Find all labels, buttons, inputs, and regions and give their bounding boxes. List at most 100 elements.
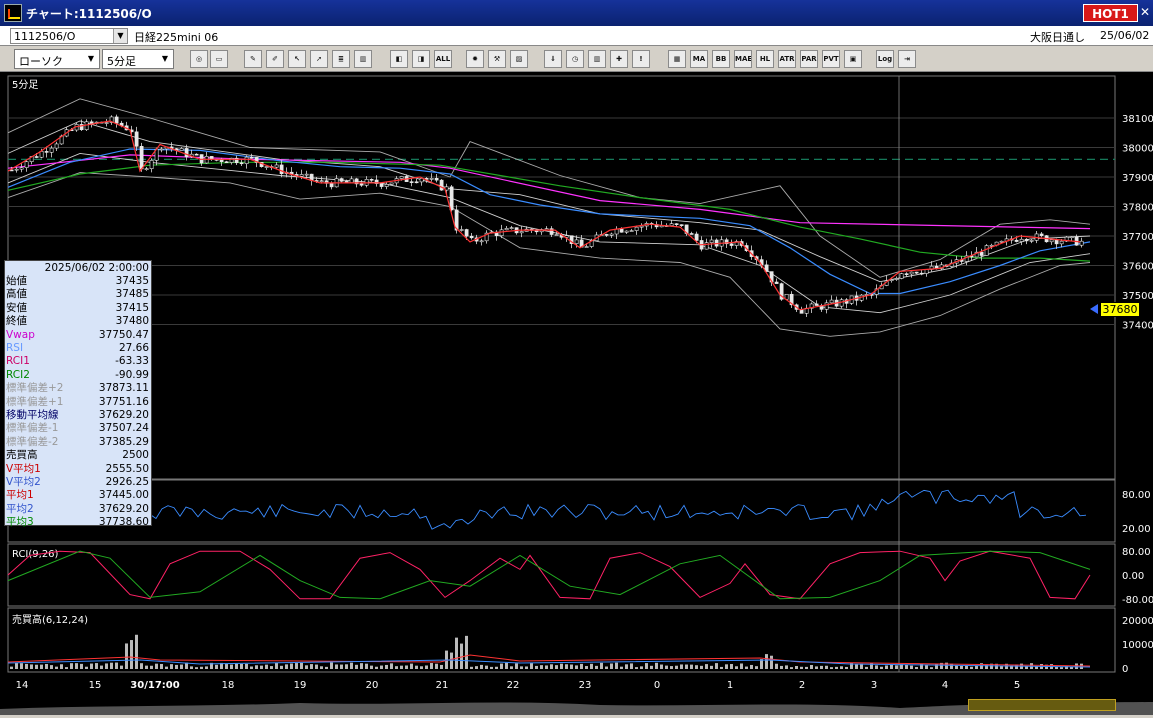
rci-tick-label: 80.00 <box>1122 547 1151 558</box>
search-button[interactable]: ◎ <box>190 50 208 68</box>
data-window-row: 標準偏差-2 37385.29 <box>5 436 151 449</box>
settings-button[interactable]: ✹ <box>466 50 484 68</box>
time-label: 15 <box>89 680 102 691</box>
search-icon: ◎ <box>195 55 203 63</box>
volume-bar <box>460 643 463 669</box>
volume-bar <box>715 663 718 669</box>
symbol-selector[interactable]: 1112506/O ▼ <box>10 28 128 44</box>
volume-bar <box>560 663 563 669</box>
bb-button[interactable]: BB <box>712 50 730 68</box>
arrow-icon: ➚ <box>316 55 322 63</box>
par-button[interactable]: PAR <box>800 50 818 68</box>
candle-body <box>899 273 904 279</box>
title-bar: チャート:1112506/O HOT1 ✕ <box>0 0 1153 26</box>
arrow-down-icon: ⇓ <box>550 55 556 63</box>
rsi-tick-label: 80.00 <box>1122 490 1151 501</box>
volume-bar <box>80 663 83 669</box>
all-button[interactable]: ALL <box>434 50 452 68</box>
candle-body <box>339 178 344 182</box>
volume-bar <box>170 664 173 669</box>
pencil-button[interactable]: ✐ <box>266 50 284 68</box>
pvt-icon: PVT <box>823 55 839 63</box>
volume-bar <box>195 667 198 669</box>
pen-icon: ✎ <box>250 55 256 63</box>
clock-button[interactable]: ◷ <box>566 50 584 68</box>
trash-button[interactable]: ▥ <box>354 50 372 68</box>
candle-body <box>569 235 574 244</box>
volume-bar <box>165 666 168 669</box>
interval-select[interactable]: 5分足 ▼ <box>102 49 174 69</box>
settings-icon: ✹ <box>472 55 478 63</box>
arrow-down-button[interactable]: ⇓ <box>544 50 562 68</box>
pvt-button[interactable]: PVT <box>822 50 840 68</box>
volume-bar <box>470 666 473 669</box>
disabled-button[interactable]: ! <box>632 50 650 68</box>
app-icon <box>4 4 22 22</box>
memo-button[interactable]: ≣ <box>332 50 350 68</box>
window-button[interactable]: ▭ <box>210 50 228 68</box>
data-window-row: 平均3 37738.60 <box>5 516 151 529</box>
arrow-button[interactable]: ➚ <box>310 50 328 68</box>
volume-bar <box>740 663 743 669</box>
close-icon[interactable]: ✕ <box>1139 5 1151 19</box>
buy-button[interactable]: ◧ <box>390 50 408 68</box>
wrench-button[interactable]: ⚒ <box>488 50 506 68</box>
log-button[interactable]: Log <box>876 50 894 68</box>
chart-type-select[interactable]: ローソク ▼ <box>14 49 100 69</box>
cursor-button[interactable]: ↖ <box>288 50 306 68</box>
ichimoku-icon: ▦ <box>673 55 681 63</box>
candle-body <box>1054 239 1059 245</box>
chevron-down-icon[interactable]: ▼ <box>87 54 95 63</box>
current-price-tag: 37680 <box>1100 302 1140 317</box>
volume-bar <box>335 664 338 669</box>
hot-badge[interactable]: HOT1 <box>1083 4 1138 22</box>
chart-area[interactable]: 5分足 38100 38000 37900 37800 37700 37600 37500 37… <box>0 72 1153 715</box>
volume-bar <box>130 640 133 669</box>
time-scrollbar[interactable] <box>0 693 1153 715</box>
chevron-down-icon[interactable]: ▼ <box>113 29 127 43</box>
volume-bar <box>850 663 853 669</box>
candle-body <box>79 124 84 131</box>
pen-button[interactable]: ✎ <box>244 50 262 68</box>
atr-button[interactable]: ATR <box>778 50 796 68</box>
volume-bar <box>360 663 363 669</box>
buy-icon: ◧ <box>395 55 403 63</box>
volume-bar <box>620 666 623 669</box>
scroll-thumb[interactable] <box>968 699 1116 711</box>
volume-bar <box>840 666 843 669</box>
bars-button[interactable]: ▥ <box>588 50 606 68</box>
box-button[interactable]: ▣ <box>844 50 862 68</box>
sell-button[interactable]: ◨ <box>412 50 430 68</box>
data-window-value: 37480 <box>115 315 149 328</box>
candle-body <box>159 148 164 151</box>
volume-bar <box>845 666 848 669</box>
volume-bar <box>315 664 318 669</box>
volume-bar <box>465 635 468 669</box>
chart-canvas[interactable]: 5分足3810038000379003780037700376003750037… <box>0 72 1153 715</box>
volume-bar <box>450 652 453 669</box>
palette-button[interactable]: ▨ <box>510 50 528 68</box>
ma-button[interactable]: MA <box>690 50 708 68</box>
candle-body <box>274 164 279 168</box>
candle-body <box>574 239 579 244</box>
export-button[interactable]: ⇥ <box>898 50 916 68</box>
candle-body <box>44 151 49 153</box>
data-window-row: 安値 37415 <box>5 302 151 315</box>
chevron-down-icon[interactable]: ▼ <box>161 54 169 63</box>
data-window-value: 37445.00 <box>98 489 149 502</box>
volume-bar <box>650 665 653 669</box>
volume-bar <box>535 665 538 669</box>
candle-body <box>1079 240 1084 246</box>
hl-button[interactable]: HL <box>756 50 774 68</box>
candle-body <box>584 246 589 248</box>
mae-button[interactable]: MAE <box>734 50 752 68</box>
cross-button[interactable]: ✚ <box>610 50 628 68</box>
data-window-value: 37738.60 <box>98 516 149 529</box>
volume-bar <box>990 663 993 669</box>
ichimoku-button[interactable]: ▦ <box>668 50 686 68</box>
time-label: 3 <box>871 680 877 691</box>
pencil-icon: ✐ <box>272 55 278 63</box>
candle-body <box>829 299 834 304</box>
volume-bar <box>1060 667 1063 669</box>
volume-bar <box>530 663 533 669</box>
